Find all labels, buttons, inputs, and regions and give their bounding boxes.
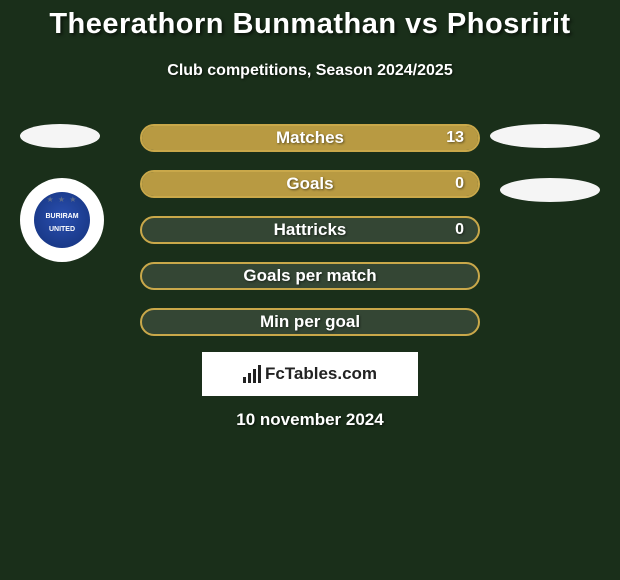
player-right-avatar-top bbox=[490, 124, 600, 148]
stat-row: Goals 0 bbox=[140, 170, 480, 198]
badge-text-bottom: UNITED bbox=[49, 226, 75, 233]
player-left-avatar bbox=[20, 124, 100, 148]
club-badge-left: ★ ★ ★ BURIRAM UNITED bbox=[20, 178, 104, 262]
stat-value: 0 bbox=[455, 175, 464, 193]
logo-text: FcTables.com bbox=[243, 364, 377, 384]
stat-label: Min per goal bbox=[260, 312, 360, 332]
stat-row: Hattricks 0 bbox=[140, 216, 480, 244]
badge-text-top: BURIRAM bbox=[45, 213, 78, 220]
comparison-title: Theerathorn Bunmathan vs Phosririt bbox=[0, 0, 620, 41]
stat-row: Goals per match bbox=[140, 262, 480, 290]
stat-value: 0 bbox=[455, 221, 464, 239]
bar-chart-icon bbox=[243, 365, 261, 383]
stat-label: Matches bbox=[276, 128, 344, 148]
club-badge-inner: ★ ★ ★ BURIRAM UNITED bbox=[34, 192, 90, 248]
logo-label: FcTables.com bbox=[265, 364, 377, 384]
badge-stars-icon: ★ ★ ★ bbox=[47, 195, 78, 204]
fctables-logo: FcTables.com bbox=[202, 352, 418, 396]
snapshot-date: 10 november 2024 bbox=[0, 410, 620, 430]
stat-value: 13 bbox=[446, 129, 464, 147]
stat-label: Goals per match bbox=[243, 266, 376, 286]
stat-label: Hattricks bbox=[274, 220, 347, 240]
stat-label: Goals bbox=[286, 174, 333, 194]
competition-subtitle: Club competitions, Season 2024/2025 bbox=[0, 62, 620, 80]
stat-rows-container: Matches 13 Goals 0 Hattricks 0 Goals per match… bbox=[140, 124, 480, 354]
stat-row: Min per goal bbox=[140, 308, 480, 336]
stat-row: Matches 13 bbox=[140, 124, 480, 152]
player-right-avatar-bottom bbox=[500, 178, 600, 202]
